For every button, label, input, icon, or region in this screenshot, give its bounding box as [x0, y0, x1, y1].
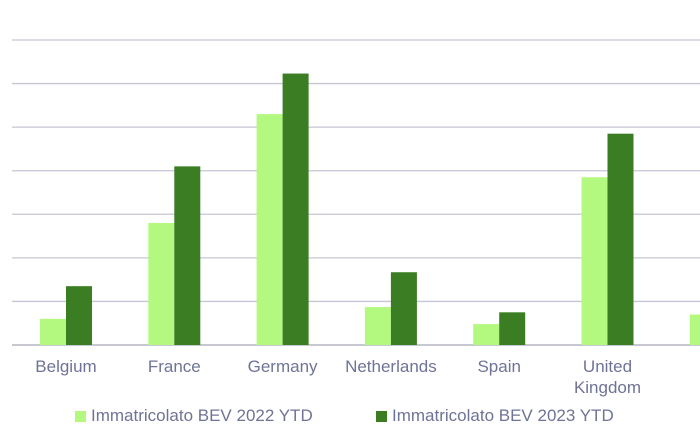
bar-2022-germany	[256, 114, 283, 345]
bar-2023-spain	[499, 312, 526, 345]
legend-item-2022: Immatricolato BEV 2022 YTD	[75, 406, 313, 426]
x-tick-label: Spain	[477, 357, 520, 376]
x-tick-label: United Kingdom	[574, 357, 641, 397]
legend-item-2023: Immatricolato BEV 2023 YTD	[376, 406, 614, 426]
legend-swatch-2023	[376, 410, 387, 422]
bar-2022-united-kingdom	[581, 177, 608, 345]
bar-2023-united-kingdom	[607, 133, 634, 345]
bars	[40, 73, 700, 346]
bar-2023-belgium	[66, 286, 92, 345]
bar-2023-france	[174, 166, 201, 345]
bar-2022-belgium	[40, 318, 66, 345]
x-tick-label: Germany	[248, 357, 318, 376]
bar-2022-netherlands	[364, 307, 391, 345]
legend-label-2023: Immatricolato BEV 2023 YTD	[392, 406, 614, 425]
bar-2023-germany	[282, 73, 309, 346]
x-axis-labels: Belgium France Germany Netherlands Spain Unit…	[35, 357, 641, 397]
x-tick-label: Belgium	[35, 357, 96, 376]
legend-swatch-2022	[75, 410, 86, 422]
bar-2022-spain	[473, 324, 500, 345]
legend-label-2022: Immatricolato BEV 2022 YTD	[91, 406, 313, 425]
gridlines	[12, 39, 700, 346]
x-tick-label: Netherlands	[345, 357, 437, 376]
bar-2023-netherlands	[390, 272, 417, 345]
bar-2022-cut-off	[689, 314, 700, 345]
bar-2022-france	[148, 223, 175, 345]
legend: Immatricolato BEV 2022 YTD Immatricolato…	[0, 406, 700, 432]
x-tick-label: France	[148, 357, 201, 376]
